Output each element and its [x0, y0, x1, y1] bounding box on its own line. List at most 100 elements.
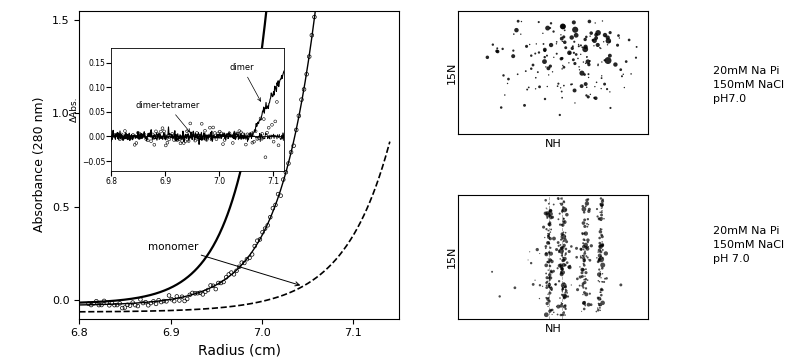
- Point: [521, 87, 534, 92]
- Point: [519, 68, 532, 74]
- Point: [559, 284, 572, 290]
- Point: [531, 69, 544, 75]
- Point: [589, 95, 602, 101]
- Point: [581, 239, 594, 245]
- Point: [554, 262, 567, 268]
- Point: [558, 256, 571, 262]
- Point: [550, 51, 563, 56]
- Point: [225, 270, 237, 275]
- Point: [580, 197, 593, 203]
- Point: [145, 300, 157, 306]
- Point: [596, 300, 609, 306]
- Point: [584, 92, 597, 97]
- Point: [592, 258, 605, 264]
- Point: [181, 296, 194, 302]
- Point: [577, 253, 590, 259]
- Point: [583, 206, 596, 212]
- Point: [555, 266, 568, 272]
- Point: [529, 277, 542, 283]
- Point: [584, 33, 596, 39]
- Point: [577, 285, 590, 290]
- Point: [596, 75, 608, 81]
- Point: [542, 267, 554, 273]
- Point: [526, 62, 539, 68]
- Point: [630, 55, 642, 60]
- Point: [596, 243, 609, 248]
- Point: [588, 43, 600, 49]
- Point: [557, 255, 569, 261]
- Point: [279, 169, 292, 175]
- Point: [555, 300, 568, 306]
- Point: [622, 37, 635, 43]
- Point: [93, 302, 106, 308]
- Point: [595, 242, 607, 248]
- Point: [542, 231, 554, 237]
- Point: [530, 86, 542, 92]
- Point: [594, 45, 607, 51]
- Point: [593, 247, 606, 253]
- Point: [538, 48, 551, 54]
- Point: [591, 206, 603, 212]
- Point: [540, 64, 553, 70]
- Point: [596, 265, 608, 271]
- Point: [556, 266, 569, 272]
- Point: [559, 294, 572, 299]
- Point: [592, 256, 605, 262]
- Point: [596, 212, 608, 218]
- Point: [546, 69, 559, 75]
- Point: [583, 62, 596, 67]
- Point: [602, 38, 615, 44]
- Point: [596, 59, 608, 65]
- Point: [550, 303, 563, 309]
- Point: [572, 43, 585, 49]
- Point: [575, 246, 588, 252]
- Point: [545, 20, 557, 26]
- Point: [566, 43, 579, 49]
- Point: [557, 64, 570, 70]
- Text: monomer: monomer: [148, 241, 299, 286]
- Point: [596, 205, 609, 211]
- Point: [587, 37, 599, 43]
- Point: [556, 55, 569, 61]
- Point: [129, 302, 141, 308]
- Point: [534, 251, 546, 256]
- Point: [582, 222, 595, 228]
- Point: [593, 216, 606, 222]
- Point: [592, 215, 605, 221]
- Point: [615, 67, 627, 72]
- Point: [537, 30, 549, 36]
- Point: [596, 243, 609, 249]
- Point: [545, 286, 557, 291]
- Point: [542, 228, 555, 233]
- Point: [186, 290, 198, 296]
- Point: [542, 25, 554, 31]
- Point: [555, 303, 568, 309]
- Point: [142, 302, 155, 308]
- Point: [595, 46, 607, 51]
- Point: [542, 295, 555, 301]
- Point: [563, 265, 576, 270]
- Point: [545, 257, 557, 263]
- Point: [542, 283, 555, 289]
- Point: [310, 0, 323, 1]
- Point: [598, 216, 611, 222]
- Point: [199, 289, 212, 295]
- Point: [108, 302, 121, 308]
- Point: [556, 251, 569, 257]
- Point: [183, 292, 196, 298]
- Point: [596, 209, 608, 215]
- Point: [554, 312, 567, 318]
- Point: [561, 212, 573, 218]
- Point: [298, 87, 310, 92]
- Point: [220, 274, 233, 280]
- Point: [525, 260, 538, 266]
- Point: [590, 309, 603, 315]
- Point: [576, 270, 588, 276]
- Point: [557, 257, 569, 263]
- Point: [581, 224, 594, 230]
- Point: [253, 236, 266, 242]
- Point: [580, 270, 592, 275]
- Point: [556, 38, 569, 44]
- Point: [579, 273, 592, 279]
- Point: [576, 240, 589, 246]
